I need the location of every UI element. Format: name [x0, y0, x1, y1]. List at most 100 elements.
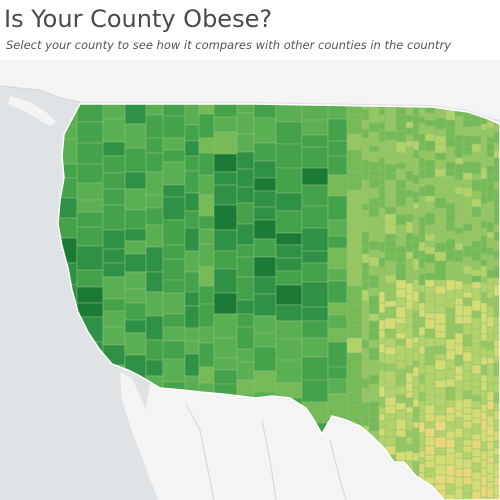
county-cell[interactable]: [412, 249, 420, 260]
county-cell[interactable]: [145, 152, 164, 173]
county-cell[interactable]: [462, 413, 473, 422]
county-cell[interactable]: [486, 383, 495, 393]
county-cell[interactable]: [471, 439, 482, 450]
county-cell[interactable]: [346, 268, 363, 287]
county-cell[interactable]: [486, 254, 495, 262]
county-cell[interactable]: [471, 479, 482, 492]
county-cell[interactable]: [198, 137, 215, 154]
county-cell[interactable]: [405, 221, 414, 234]
county-cell[interactable]: [424, 125, 436, 135]
county-cell[interactable]: [236, 202, 255, 225]
county-cell[interactable]: [275, 284, 303, 306]
county-cell[interactable]: [384, 233, 397, 241]
county-cell[interactable]: [198, 228, 215, 245]
county-cell[interactable]: [327, 174, 348, 197]
county-cell[interactable]: [493, 316, 500, 326]
county-cell[interactable]: [184, 291, 200, 307]
county-cell[interactable]: [424, 295, 436, 303]
county-cell[interactable]: [480, 157, 488, 169]
county-cell[interactable]: [405, 436, 414, 445]
county-cell[interactable]: [412, 444, 420, 454]
county-cell[interactable]: [395, 436, 407, 444]
county-cell[interactable]: [395, 205, 407, 216]
county-cell[interactable]: [236, 223, 255, 246]
county-cell[interactable]: [412, 460, 420, 471]
county-cell[interactable]: [378, 213, 386, 223]
county-cell[interactable]: [493, 462, 500, 470]
county-cell[interactable]: [424, 201, 436, 214]
county-cell[interactable]: [454, 323, 464, 334]
county-cell[interactable]: [145, 137, 164, 154]
county-cell[interactable]: [434, 414, 447, 422]
county-cell[interactable]: [418, 186, 426, 197]
county-cell[interactable]: [124, 209, 147, 230]
county-cell[interactable]: [361, 209, 370, 222]
county-cell[interactable]: [124, 253, 147, 273]
county-cell[interactable]: [236, 151, 255, 170]
county-cell[interactable]: [368, 328, 380, 341]
county-cell[interactable]: [445, 406, 456, 415]
county-cell[interactable]: [405, 189, 414, 198]
county-cell[interactable]: [418, 302, 426, 310]
county-cell[interactable]: [480, 123, 488, 131]
county-cell[interactable]: [471, 353, 482, 366]
county-cell[interactable]: [454, 249, 464, 257]
county-cell[interactable]: [253, 256, 277, 278]
county-cell[interactable]: [462, 154, 473, 163]
county-cell[interactable]: [493, 375, 500, 384]
county-cell[interactable]: [275, 210, 303, 234]
county-cell[interactable]: [480, 346, 488, 358]
county-cell[interactable]: [445, 359, 456, 370]
county-cell[interactable]: [480, 374, 488, 383]
county-cell[interactable]: [378, 274, 386, 282]
county-cell[interactable]: [424, 346, 436, 357]
county-cell[interactable]: [480, 450, 488, 461]
county-cell[interactable]: [412, 415, 420, 423]
county-cell[interactable]: [184, 155, 200, 172]
county-cell[interactable]: [454, 216, 464, 229]
county-cell[interactable]: [462, 445, 473, 454]
county-cell[interactable]: [454, 374, 464, 382]
county-cell[interactable]: [378, 150, 386, 159]
county-cell[interactable]: [445, 386, 456, 394]
county-cell[interactable]: [384, 163, 397, 174]
county-cell[interactable]: [198, 152, 215, 176]
county-cell[interactable]: [236, 361, 255, 381]
county-cell[interactable]: [384, 370, 397, 383]
county-cell[interactable]: [462, 207, 473, 218]
county-cell[interactable]: [412, 208, 420, 219]
county-cell[interactable]: [76, 269, 104, 288]
county-cell[interactable]: [434, 285, 447, 295]
county-cell[interactable]: [395, 214, 407, 226]
county-cell[interactable]: [424, 413, 436, 423]
county-cell[interactable]: [124, 171, 147, 190]
county-cell[interactable]: [361, 137, 370, 146]
county-cell[interactable]: [162, 358, 186, 383]
county-cell[interactable]: [462, 216, 473, 225]
county-cell[interactable]: [361, 220, 370, 233]
county-cell[interactable]: [454, 343, 464, 356]
county-cell[interactable]: [454, 365, 464, 376]
county-cell[interactable]: [486, 334, 495, 343]
county-cell[interactable]: [395, 360, 407, 370]
county-cell[interactable]: [378, 108, 386, 116]
county-cell[interactable]: [471, 490, 482, 500]
county-cell[interactable]: [198, 303, 215, 328]
county-cell[interactable]: [275, 192, 303, 212]
county-cell[interactable]: [368, 274, 380, 282]
county-cell[interactable]: [102, 229, 126, 250]
county-cell[interactable]: [434, 369, 447, 381]
county-cell[interactable]: [327, 366, 348, 380]
county-cell[interactable]: [395, 297, 407, 308]
county-cell[interactable]: [327, 268, 348, 282]
county-cell[interactable]: [486, 297, 495, 307]
county-cell[interactable]: [327, 140, 348, 157]
county-cell[interactable]: [236, 276, 255, 301]
county-cell[interactable]: [384, 396, 397, 407]
county-cell[interactable]: [462, 126, 473, 137]
county-cell[interactable]: [454, 332, 464, 345]
county-cell[interactable]: [471, 448, 482, 458]
county-cell[interactable]: [480, 203, 488, 211]
county-cell[interactable]: [493, 277, 500, 286]
county-cell[interactable]: [462, 239, 473, 247]
